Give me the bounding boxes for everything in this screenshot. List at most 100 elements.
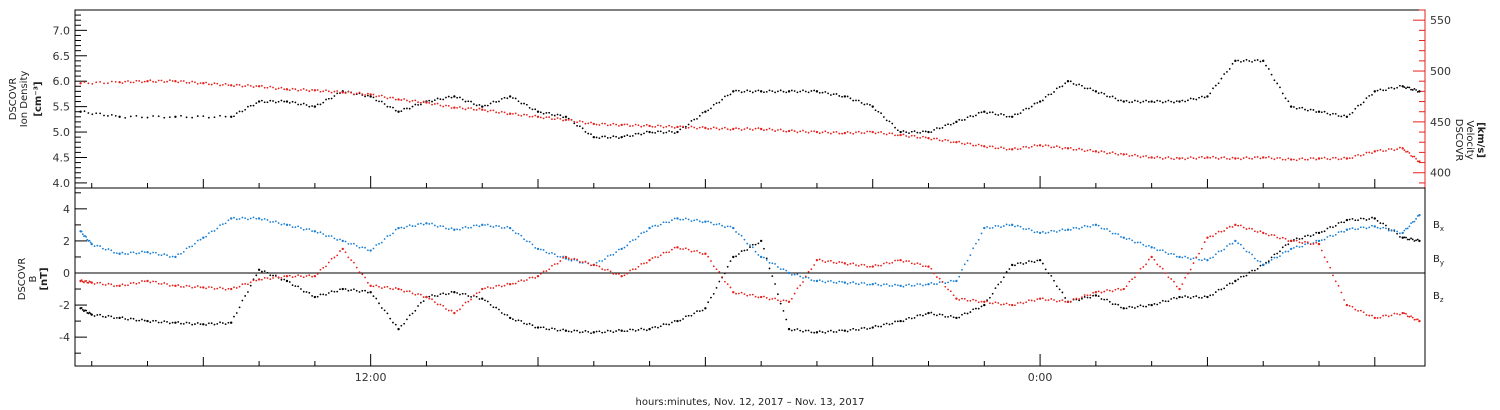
velocity-point-fill <box>1256 156 1259 158</box>
density-point-fill <box>922 130 924 133</box>
density-axis: 4.04.55.05.56.06.57.0 <box>53 9 87 190</box>
by-point-fill <box>1014 225 1016 228</box>
bx-point-fill <box>85 309 88 312</box>
velocity-point-fill <box>576 121 578 124</box>
velocity-point-fill <box>559 117 562 120</box>
bx-point-fill <box>1173 296 1175 299</box>
velocity-point-fill <box>645 123 648 126</box>
density-point-fill <box>919 131 922 134</box>
bottom-panel-frame <box>74 187 1426 367</box>
bz-point-fill <box>746 294 749 297</box>
by-point-fill <box>414 225 417 228</box>
density-point-fill <box>994 113 997 116</box>
bz-point <box>1206 236 1209 239</box>
bz-point <box>257 278 261 281</box>
bx-point-fill <box>177 321 180 323</box>
by-point-fill <box>305 228 308 231</box>
velocity-point-fill <box>1053 146 1055 149</box>
density-point-fill <box>679 128 682 131</box>
velocity-point-fill <box>961 142 963 145</box>
bx-point-fill <box>1214 291 1217 293</box>
bx-point-fill <box>1025 262 1028 264</box>
density-point-fill <box>866 103 869 105</box>
by-point-fill <box>545 251 548 254</box>
by-point-fill <box>802 277 804 279</box>
velocity-point-fill <box>595 123 598 126</box>
bx-point-fill <box>975 307 977 310</box>
by-point-fill <box>528 240 531 243</box>
bz-point-fill <box>403 290 406 293</box>
density-point <box>620 135 623 139</box>
velocity-point-fill <box>132 81 135 84</box>
velocity-point-fill <box>618 125 620 127</box>
bz-point-fill <box>288 274 291 277</box>
velocity-point-fill <box>1248 157 1251 160</box>
bx-point-fill <box>1415 239 1417 242</box>
by-point-fill <box>1368 226 1371 229</box>
bz-point-fill <box>1231 226 1234 228</box>
bz-point-fill <box>297 274 300 277</box>
by-point-fill <box>138 252 141 254</box>
bx-point-fill <box>673 319 676 322</box>
by-point-fill <box>525 240 528 243</box>
by-point <box>174 255 177 259</box>
bx-point-fill <box>1000 281 1002 283</box>
velocity-point-fill <box>952 141 955 144</box>
bz-point-fill <box>997 302 1000 304</box>
density-point-fill <box>308 105 311 108</box>
bz-point-fill <box>1393 312 1396 315</box>
bz-point-fill <box>433 301 436 304</box>
velocity-point-fill <box>1393 149 1396 152</box>
by-point-fill <box>679 218 682 221</box>
density-point-fill <box>500 97 503 100</box>
density-ylabel-line2: Ion Density <box>19 71 30 128</box>
by-point-fill <box>252 216 255 219</box>
bz-point-fill <box>227 287 230 290</box>
bx-point <box>955 316 958 320</box>
velocity-point-fill <box>609 124 612 126</box>
by-point-fill <box>1298 246 1301 248</box>
by-point-fill <box>1069 228 1072 231</box>
density-point-fill <box>196 115 199 117</box>
velocity-point-fill <box>333 90 336 93</box>
density-point-fill <box>277 100 280 103</box>
bx-point-fill <box>498 308 500 311</box>
density-point-fill <box>378 100 380 103</box>
bz-point-fill <box>115 284 118 287</box>
density-point-fill <box>392 106 394 109</box>
density-point-fill <box>280 99 283 102</box>
by-point <box>648 226 651 230</box>
by-point-fill <box>729 225 732 228</box>
by-point-fill <box>637 235 640 238</box>
bx-point-fill <box>163 320 166 323</box>
by-point-fill <box>316 231 319 234</box>
bx-point-fill <box>690 314 693 317</box>
bx-point-fill <box>260 270 263 273</box>
bz-point-fill <box>478 291 481 294</box>
bz-point-fill <box>358 271 361 273</box>
by-point <box>815 279 819 283</box>
density-point <box>1401 85 1404 88</box>
density-point-fill <box>180 114 182 117</box>
bx-point-fill <box>168 322 171 325</box>
density-point-fill <box>668 130 671 132</box>
velocity-point-fill <box>1214 156 1217 159</box>
by-point-fill <box>96 244 99 247</box>
bz-point-fill <box>436 303 439 306</box>
velocity-point-fill <box>807 131 810 134</box>
density-point-fill <box>1411 89 1414 91</box>
bx-point-fill <box>1002 276 1005 279</box>
by-point-fill <box>115 252 118 255</box>
velocity-point-fill <box>1200 155 1203 158</box>
bz-point-fill <box>129 282 132 285</box>
by-point-fill <box>520 234 523 237</box>
bz-point <box>843 262 847 265</box>
velocity-tick-label: 550 <box>1430 14 1451 27</box>
density-point-fill <box>718 101 721 104</box>
bz-point-fill <box>1134 276 1136 279</box>
bx-point-fill <box>364 289 366 292</box>
velocity-point-fill <box>419 101 422 104</box>
density-point-fill <box>447 95 450 98</box>
by-point-fill <box>754 250 757 253</box>
velocity-point <box>425 101 428 104</box>
